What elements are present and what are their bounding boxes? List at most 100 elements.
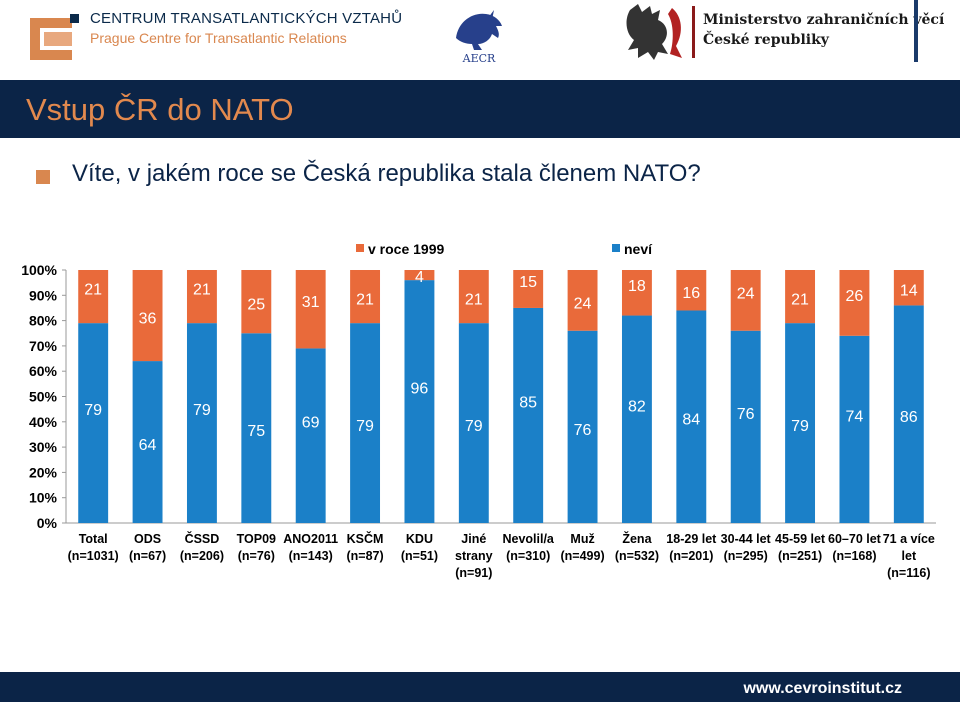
ministry-line-1: Ministerstvo zahraničních věcí [703, 12, 945, 28]
category-label: strany [455, 549, 493, 563]
category-label: (n=143) [289, 549, 333, 563]
data-label-1999: 4 [415, 269, 424, 286]
category-label: 30-44 let [721, 532, 772, 546]
category-label: ODS [134, 532, 161, 546]
category-label: TOP09 [237, 532, 276, 546]
category-label: Total [79, 532, 108, 546]
data-label-1999: 15 [519, 274, 537, 291]
category-label: (n=76) [238, 549, 275, 563]
bar-segment-nevi [132, 361, 163, 523]
bar-segment-1999 [730, 270, 761, 331]
y-tick-label: 80% [29, 313, 58, 329]
bar-segment-1999 [785, 270, 816, 324]
y-tick-label: 70% [29, 338, 58, 354]
data-label-1999: 36 [139, 311, 157, 328]
bar-segment-1999 [839, 270, 870, 336]
org-subtitle: Prague Centre for Transatlantic Relation… [90, 30, 347, 46]
bar-segment-1999 [404, 270, 435, 281]
bar-segment-nevi [404, 280, 435, 523]
aecr-lion-logo: AECR [456, 10, 502, 65]
category-label: KDU [406, 532, 433, 546]
y-tick-label: 10% [29, 490, 58, 506]
data-label-1999: 21 [791, 292, 809, 309]
stacked-bar-chart: 0% 10% 20% 30% 40% 50% 60% 70% 80% 90% 100% 79 21 Tot… [21, 241, 936, 580]
bar-segment-1999 [513, 270, 544, 308]
y-tick-label: 90% [29, 287, 58, 303]
aecr-label: AECR [462, 52, 496, 65]
y-tick-label: 60% [29, 363, 58, 379]
category-label: KSČM [347, 531, 384, 546]
category-label: Muž [570, 532, 594, 546]
bar-segment-1999 [567, 270, 598, 331]
category-label: let [902, 549, 917, 563]
bar-segment-nevi [893, 305, 924, 523]
data-label-1999: 14 [900, 283, 918, 300]
data-label-nevi: 79 [356, 418, 374, 435]
category-label: 60–70 let [828, 532, 882, 546]
category-label: (n=116) [887, 566, 930, 580]
category-label: 71 a více [883, 532, 935, 546]
bar-segment-1999 [241, 270, 272, 334]
data-label-1999: 24 [737, 285, 755, 302]
data-label-1999: 18 [628, 278, 646, 295]
data-label-1999: 21 [356, 292, 374, 309]
data-label-nevi: 64 [139, 437, 157, 454]
legend-swatch [356, 244, 364, 252]
category-label: Nevolil/a [502, 532, 554, 546]
data-label-1999: 21 [193, 282, 211, 299]
header-bar: CENTRUM TRANSATLANTICKÝCH VZTAHŮ Prague … [0, 0, 960, 80]
data-label-1999: 21 [465, 292, 483, 309]
bar-segment-nevi [676, 310, 707, 523]
footer-url: www.cevroinstitut.cz [743, 680, 902, 697]
bullet-square-icon [36, 170, 50, 184]
category-label: (n=206) [180, 549, 224, 563]
data-label-1999: 16 [682, 285, 700, 302]
category-label: (n=1031) [68, 549, 119, 563]
category-label: (n=251) [778, 549, 822, 563]
bar-segment-nevi [839, 335, 870, 523]
category-label: Žena [622, 531, 652, 546]
bar-segment-nevi [295, 348, 326, 523]
footer-bar [0, 672, 960, 702]
ministry-name: Ministerstvo zahraničních věcí České rep… [703, 10, 944, 50]
bar-segment-1999 [295, 270, 326, 349]
category-label: (n=87) [346, 549, 383, 563]
bar-segment-1999 [893, 270, 924, 306]
category-label: (n=67) [129, 549, 166, 563]
data-label-nevi: 79 [193, 402, 211, 419]
bar-segment-nevi [186, 323, 217, 523]
category-label: 18-29 let [666, 532, 717, 546]
y-tick-label: 100% [21, 262, 57, 278]
data-label-1999: 24 [574, 295, 592, 312]
bar-segment-nevi [567, 330, 598, 523]
data-label-nevi: 86 [900, 409, 918, 426]
bar-segment-nevi [785, 323, 816, 523]
y-tick-label: 50% [29, 389, 58, 405]
category-label: (n=499) [561, 549, 605, 563]
data-label-nevi: 82 [628, 398, 646, 415]
bar-segment-nevi [621, 315, 652, 523]
bar-segment-nevi [458, 323, 489, 523]
slide-title: Vstup ČR do NATO [26, 92, 294, 127]
ministry-line-2: České republiky [703, 32, 829, 48]
data-label-nevi: 69 [302, 415, 320, 432]
data-label-1999: 25 [247, 297, 265, 314]
category-label: (n=201) [669, 549, 713, 563]
bar-segment-1999 [621, 270, 652, 316]
legend-label: v roce 1999 [368, 241, 444, 257]
ministry-edge-bar [914, 0, 918, 62]
survey-question: Víte, v jakém roce se Česká republika st… [72, 160, 701, 187]
data-label-nevi: 76 [574, 422, 592, 439]
category-label: (n=51) [401, 549, 438, 563]
data-label-nevi: 75 [247, 423, 265, 440]
czech-lion-emblem [626, 4, 682, 60]
bar-segment-1999 [676, 270, 707, 311]
bar-segment-1999 [186, 270, 217, 324]
data-label-nevi: 84 [682, 412, 700, 429]
category-label: 45-59 let [775, 532, 826, 546]
data-label-nevi: 96 [411, 381, 429, 398]
bar-segment-nevi [730, 330, 761, 523]
bar-segment-nevi [350, 323, 381, 523]
bar-segment-1999 [132, 270, 163, 362]
category-label: (n=532) [615, 549, 659, 563]
